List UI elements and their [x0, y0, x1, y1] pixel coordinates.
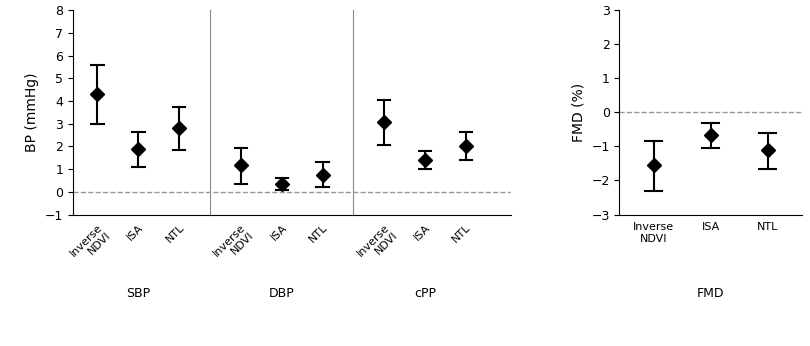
Text: cPP: cPP — [414, 287, 436, 300]
Y-axis label: FMD (%): FMD (%) — [572, 83, 586, 142]
Y-axis label: BP (mmHg): BP (mmHg) — [25, 73, 39, 152]
Text: SBP: SBP — [126, 287, 151, 300]
Text: DBP: DBP — [269, 287, 295, 300]
Text: FMD: FMD — [697, 287, 724, 300]
